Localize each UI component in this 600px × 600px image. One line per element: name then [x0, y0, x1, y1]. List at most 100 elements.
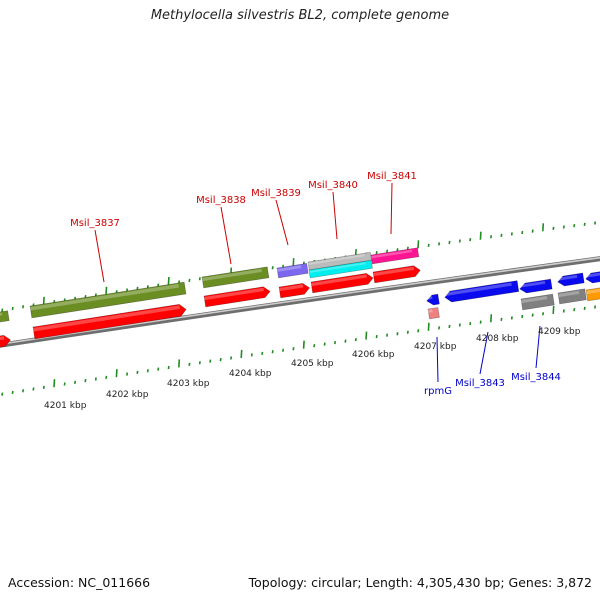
tick-minor [126, 372, 129, 376]
tick-minor [292, 347, 295, 351]
gene-pink-shape [427, 307, 440, 320]
leader-line [436, 336, 439, 383]
gene-magenta-shape [370, 247, 420, 265]
tick-major [427, 322, 430, 331]
gene-blue [557, 272, 585, 287]
gene-magenta [370, 247, 420, 265]
gene-cyan-shape [308, 260, 373, 279]
gene-label-top: Msil_3839 [251, 188, 301, 199]
ruler-label: 4203 kbp [167, 379, 210, 389]
tick-minor [458, 239, 461, 243]
tick-minor [417, 329, 420, 333]
gene-red-shine [33, 305, 180, 332]
gene-olive-shape [29, 281, 187, 319]
tick-minor [531, 229, 534, 233]
gene-purple-shape [276, 263, 309, 279]
gene-red-shape [310, 273, 374, 294]
gene-blue [585, 269, 600, 284]
gene-blue [444, 280, 520, 303]
tick-minor [42, 385, 45, 389]
gene-label-top: Msil_3838 [196, 195, 246, 206]
gene-silver [307, 252, 372, 271]
tick-major [115, 369, 118, 378]
gene-blue-shine [426, 296, 433, 300]
gene-orange [585, 286, 600, 302]
gene-label-bottom: Msil_3843 [455, 378, 505, 389]
tick-minor [63, 382, 66, 386]
gene-gray-shine [521, 296, 548, 304]
tick-major [417, 240, 420, 249]
tick-minor [521, 314, 524, 319]
gene-gray [557, 288, 587, 305]
gene-red-shine [311, 274, 367, 287]
gene-label-top: Msil_3837 [70, 218, 120, 229]
tick-minor [334, 340, 337, 345]
tick-minor [94, 377, 97, 381]
tick-minor [230, 356, 233, 360]
genome-backbone [0, 256, 600, 348]
tick-minor [521, 230, 524, 235]
leader-line [275, 199, 289, 246]
leader-line [332, 191, 338, 240]
tick-minor [583, 222, 586, 226]
gene-red-shape [32, 304, 187, 340]
gene-olive [201, 266, 270, 289]
tick-minor [146, 369, 149, 373]
tick-minor [458, 323, 461, 327]
tick-minor [406, 330, 409, 334]
ruler-label: 4207 kbp [414, 342, 457, 352]
label-leaders [94, 182, 541, 383]
gene-orange-shape [585, 286, 600, 302]
tick-minor [531, 313, 534, 317]
tick-minor [22, 389, 25, 393]
tick-minor [1, 308, 4, 312]
tick-minor [323, 342, 326, 346]
gene-blue-shine [519, 281, 546, 288]
gene-red [278, 283, 310, 299]
gene-orange-shine [586, 288, 600, 295]
gene-gray [520, 293, 555, 311]
tick-minor [84, 379, 87, 383]
gene-olive-shine [30, 284, 179, 311]
tick-minor [188, 362, 191, 366]
tick-minor [386, 333, 389, 337]
tick-minor [198, 277, 201, 281]
tick-major [552, 305, 555, 314]
gene-magenta-shine [371, 249, 413, 259]
tick-major [105, 286, 108, 295]
gene-purple-shine [277, 265, 302, 272]
gene-blue-shine [444, 282, 512, 297]
tick-minor [167, 365, 170, 370]
tick-major [53, 379, 56, 388]
gene-red-shape [372, 265, 421, 284]
tick-minor [74, 380, 77, 384]
leader-line [479, 331, 489, 375]
gene-gray-shine [558, 290, 580, 298]
tick-minor [282, 348, 285, 352]
tick-minor [375, 251, 378, 255]
gene-red [372, 265, 421, 284]
gene-label-top: Msil_3841 [367, 171, 417, 182]
gene-label-bottom: rpmG [424, 386, 452, 397]
leader-line [535, 325, 541, 369]
tick-minor [448, 240, 451, 245]
gene-cyan [308, 260, 373, 279]
tick-minor [500, 233, 503, 237]
backbone-highlight [0, 256, 600, 346]
tick-minor [479, 320, 482, 324]
tick-minor [427, 243, 430, 247]
gene-red-shape [278, 283, 310, 299]
tick-minor [552, 226, 555, 231]
tick-minor [406, 246, 409, 250]
gene-pink-shine [428, 309, 433, 313]
gene-blue-shape [557, 272, 585, 287]
tick-minor [198, 361, 201, 365]
ruler-label: 4206 kbp [352, 350, 395, 360]
tick-minor [583, 306, 586, 310]
genome-summary-text: Topology: circular; Length: 4,305,430 bp… [248, 575, 592, 590]
gene-labels: 4201 kbp 4202 kbp 4203 kbp 4204 kbp 4205 kbp… [44, 171, 581, 411]
tick-minor [11, 306, 14, 311]
tick-major [542, 223, 545, 232]
tick-minor [438, 326, 441, 330]
